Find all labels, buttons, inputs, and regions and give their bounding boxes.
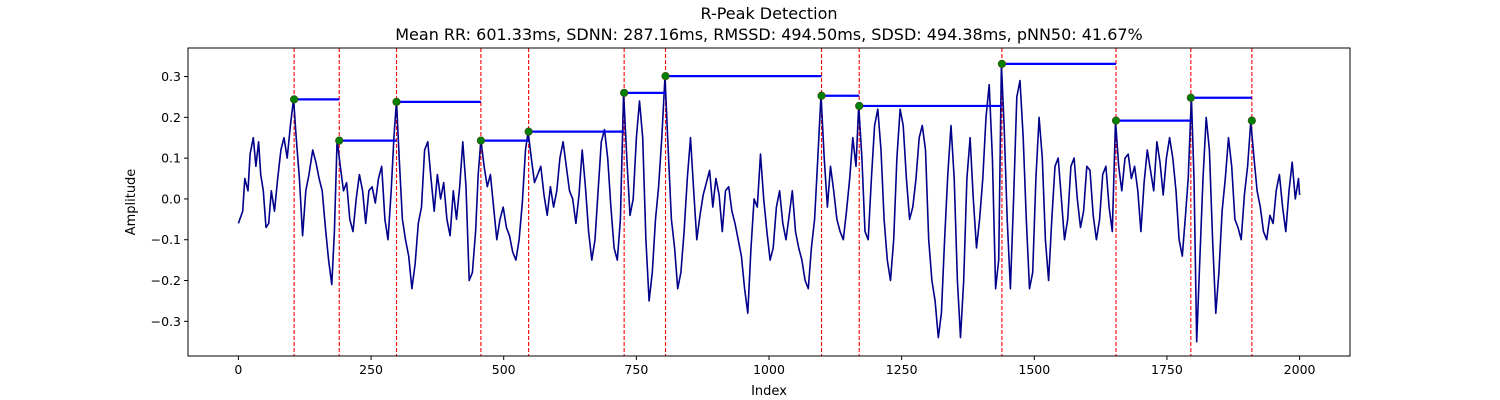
r-peak-marker	[524, 127, 533, 136]
x-tick-label: 0	[234, 362, 242, 377]
x-tick-label: 1750	[1151, 362, 1183, 377]
r-peak-marker	[1186, 93, 1195, 102]
r-peak-marker	[817, 91, 826, 100]
signal-series-line	[237, 63, 1301, 343]
y-tick-label: 0.3	[161, 69, 181, 84]
chart-subtitle: Mean RR: 601.33ms, SDNN: 287.16ms, RMSSD…	[395, 25, 1143, 44]
plot-frame	[187, 47, 1351, 357]
x-tick-label: 1500	[1018, 362, 1050, 377]
x-tick-label: 250	[359, 362, 383, 377]
r-peak-marker	[392, 97, 401, 106]
y-tick-label: 0.2	[161, 110, 181, 125]
r-peak-marker	[855, 101, 864, 111]
r-peak-marker	[476, 136, 485, 145]
r-peak-marker	[1111, 116, 1121, 125]
chart-title: R-Peak Detection	[700, 4, 837, 23]
r-peak-marker	[997, 59, 1007, 69]
x-axis-label: Index	[751, 384, 787, 399]
r-peak-marker	[620, 88, 629, 97]
peak-marker-layer	[290, 59, 1256, 145]
r-peak-marker	[290, 95, 299, 104]
rr-interval-layer	[294, 62, 1252, 142]
r-peak-marker	[661, 72, 670, 81]
y-tick-label: 0.1	[161, 151, 181, 166]
x-tick-label: 750	[624, 362, 648, 377]
x-tick-label: 1250	[886, 362, 918, 377]
y-tick-label: 0.0	[161, 191, 181, 206]
x-tick-label: 1000	[753, 362, 785, 377]
y-tick-label: −0.2	[151, 273, 181, 288]
y-axis-ticks: −0.3 −0.2 −0.1 0.0 0.1 0.2 0.3	[151, 69, 188, 329]
x-tick-label: 2000	[1284, 362, 1316, 377]
y-axis-label: Amplitude	[124, 169, 139, 236]
y-tick-label: −0.3	[151, 314, 181, 329]
x-axis-ticks: 0 250 500 750 1000 1250 1500 1750 2000	[234, 356, 1316, 377]
signal-layer	[237, 63, 1301, 343]
r-peak-marker	[1247, 116, 1256, 125]
r-peak-marker	[335, 136, 344, 145]
x-tick-label: 500	[492, 362, 516, 377]
y-tick-label: −0.1	[151, 232, 181, 247]
